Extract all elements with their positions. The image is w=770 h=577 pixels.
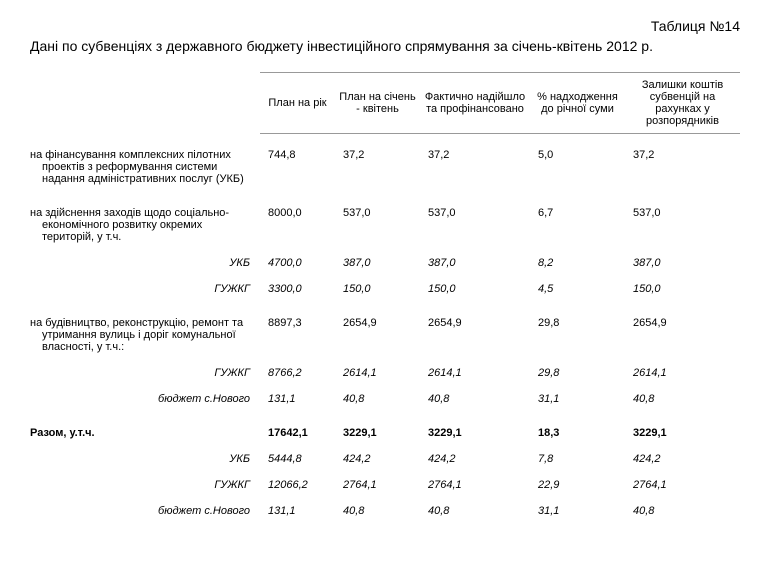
cell-value: 40,8 bbox=[625, 498, 740, 524]
cell-value: 29,8 bbox=[530, 310, 625, 360]
cell-value: 4,5 bbox=[530, 276, 625, 302]
table-row bbox=[30, 302, 740, 310]
row-label: бюджет с.Нового bbox=[30, 498, 260, 524]
spacer bbox=[30, 302, 740, 310]
table-row: на здійснення заходів щодо соціально-еко… bbox=[30, 200, 740, 250]
cell-value: 2764,1 bbox=[420, 472, 530, 498]
cell-value: 150,0 bbox=[625, 276, 740, 302]
cell-value: 37,2 bbox=[420, 142, 530, 192]
cell-value: 3229,1 bbox=[625, 420, 740, 446]
cell-value: 31,1 bbox=[530, 498, 625, 524]
row-label: ГУЖКГ bbox=[30, 276, 260, 302]
col-header bbox=[30, 73, 260, 134]
cell-value: 12066,2 bbox=[260, 472, 335, 498]
table-row: УКБ4700,0387,0387,08,2387,0 bbox=[30, 250, 740, 276]
cell-value: 37,2 bbox=[625, 142, 740, 192]
table-row: ГУЖКГ8766,22614,12614,129,82614,1 bbox=[30, 360, 740, 386]
cell-value: 3229,1 bbox=[420, 420, 530, 446]
table-row: на будівництво, реконструкцію, ремонт та… bbox=[30, 310, 740, 360]
cell-value: 17642,1 bbox=[260, 420, 335, 446]
table-number: Таблиця №14 bbox=[30, 18, 740, 34]
cell-value: 2614,1 bbox=[335, 360, 420, 386]
cell-value: 18,3 bbox=[530, 420, 625, 446]
cell-value: 40,8 bbox=[420, 498, 530, 524]
cell-value: 537,0 bbox=[335, 200, 420, 250]
cell-value: 8000,0 bbox=[260, 200, 335, 250]
cell-value: 8766,2 bbox=[260, 360, 335, 386]
cell-value: 5,0 bbox=[530, 142, 625, 192]
col-header: Фактично надійшло та профінансовано bbox=[420, 73, 530, 134]
cell-value: 424,2 bbox=[335, 446, 420, 472]
cell-value: 537,0 bbox=[420, 200, 530, 250]
spacer bbox=[30, 192, 740, 200]
table-row: на фінансування комплексних пілотних про… bbox=[30, 142, 740, 192]
cell-value: 2764,1 bbox=[335, 472, 420, 498]
row-label: ГУЖКГ bbox=[30, 360, 260, 386]
cell-value: 2764,1 bbox=[625, 472, 740, 498]
cell-value: 37,2 bbox=[335, 142, 420, 192]
row-label: УКБ bbox=[30, 446, 260, 472]
spacer bbox=[30, 134, 740, 142]
cell-value: 3229,1 bbox=[335, 420, 420, 446]
cell-value: 131,1 bbox=[260, 386, 335, 412]
page-title: Дані по субвенціях з державного бюджету … bbox=[30, 38, 740, 54]
table-row: бюджет с.Нового131,140,840,831,140,8 bbox=[30, 386, 740, 412]
row-label: на здійснення заходів щодо соціально-еко… bbox=[30, 200, 260, 250]
cell-value: 2654,9 bbox=[335, 310, 420, 360]
cell-value: 537,0 bbox=[625, 200, 740, 250]
cell-value: 150,0 bbox=[420, 276, 530, 302]
cell-value: 7,8 bbox=[530, 446, 625, 472]
cell-value: 8897,3 bbox=[260, 310, 335, 360]
cell-value: 8,2 bbox=[530, 250, 625, 276]
subventions-table: План на рік План на січень - квітень Фак… bbox=[30, 72, 740, 524]
col-header: % надходження до річної суми bbox=[530, 73, 625, 134]
spacer bbox=[30, 412, 740, 420]
row-label: на будівництво, реконструкцію, ремонт та… bbox=[30, 310, 260, 360]
col-header: План на рік bbox=[260, 73, 335, 134]
table-row bbox=[30, 192, 740, 200]
cell-value: 2614,1 bbox=[625, 360, 740, 386]
cell-value: 387,0 bbox=[625, 250, 740, 276]
table-row: ГУЖКГ3300,0150,0150,04,5150,0 bbox=[30, 276, 740, 302]
cell-value: 5444,8 bbox=[260, 446, 335, 472]
row-label: ГУЖКГ bbox=[30, 472, 260, 498]
cell-value: 29,8 bbox=[530, 360, 625, 386]
cell-value: 744,8 bbox=[260, 142, 335, 192]
cell-value: 150,0 bbox=[335, 276, 420, 302]
cell-value: 424,2 bbox=[625, 446, 740, 472]
table-row: ГУЖКГ12066,22764,12764,122,92764,1 bbox=[30, 472, 740, 498]
cell-value: 4700,0 bbox=[260, 250, 335, 276]
cell-value: 40,8 bbox=[420, 386, 530, 412]
cell-value: 424,2 bbox=[420, 446, 530, 472]
row-label: бюджет с.Нового bbox=[30, 386, 260, 412]
col-header: План на січень - квітень bbox=[335, 73, 420, 134]
row-label: УКБ bbox=[30, 250, 260, 276]
cell-value: 3300,0 bbox=[260, 276, 335, 302]
cell-value: 40,8 bbox=[335, 386, 420, 412]
row-label: Разом, у.т.ч. bbox=[30, 420, 260, 446]
cell-value: 387,0 bbox=[335, 250, 420, 276]
cell-value: 131,1 bbox=[260, 498, 335, 524]
cell-value: 40,8 bbox=[625, 386, 740, 412]
cell-value: 6,7 bbox=[530, 200, 625, 250]
cell-value: 2654,9 bbox=[625, 310, 740, 360]
cell-value: 40,8 bbox=[335, 498, 420, 524]
cell-value: 2614,1 bbox=[420, 360, 530, 386]
table-row: Разом, у.т.ч.17642,13229,13229,118,33229… bbox=[30, 420, 740, 446]
table-header-row: План на рік План на січень - квітень Фак… bbox=[30, 73, 740, 134]
table-row: бюджет с.Нового131,140,840,831,140,8 bbox=[30, 498, 740, 524]
cell-value: 2654,9 bbox=[420, 310, 530, 360]
table-row: УКБ5444,8424,2424,27,8424,2 bbox=[30, 446, 740, 472]
cell-value: 22,9 bbox=[530, 472, 625, 498]
col-header: Залишки коштів субвенцій на рахунках у р… bbox=[625, 73, 740, 134]
cell-value: 387,0 bbox=[420, 250, 530, 276]
table-row bbox=[30, 412, 740, 420]
cell-value: 31,1 bbox=[530, 386, 625, 412]
row-label: на фінансування комплексних пілотних про… bbox=[30, 142, 260, 192]
